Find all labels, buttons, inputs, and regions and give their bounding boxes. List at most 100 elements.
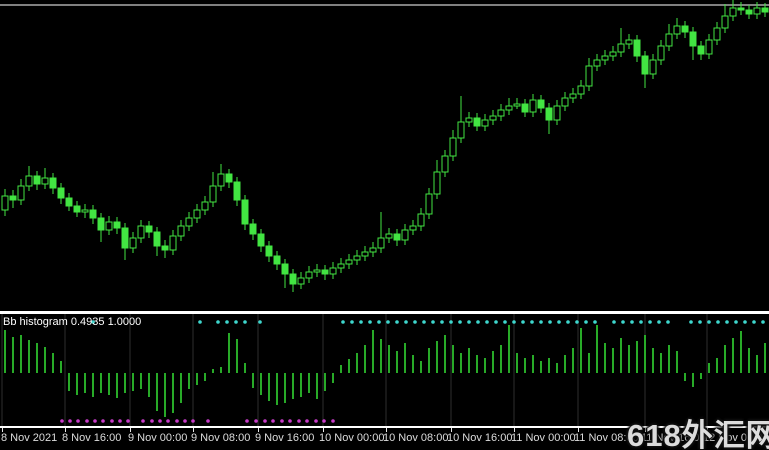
candle xyxy=(177,225,185,237)
candle xyxy=(25,175,33,187)
signal-dot-up xyxy=(621,320,625,324)
candle xyxy=(313,269,321,273)
candle xyxy=(609,51,617,57)
signal-dot-up xyxy=(666,320,670,324)
signal-dot-down xyxy=(297,419,301,423)
candle xyxy=(481,119,489,127)
signal-dot-down xyxy=(191,419,195,423)
candle xyxy=(673,25,681,35)
candle xyxy=(649,59,657,75)
candle xyxy=(729,7,737,17)
candle xyxy=(641,55,649,75)
candle xyxy=(409,225,417,231)
time-axis-label: 9 Nov 00:00 xyxy=(128,432,188,444)
signal-dot-up xyxy=(422,320,426,324)
candle xyxy=(665,33,673,47)
signal-dot-up xyxy=(440,320,444,324)
candle xyxy=(505,105,513,111)
signal-dot-up xyxy=(395,320,399,324)
candle xyxy=(137,225,145,239)
candle xyxy=(513,103,521,107)
candle xyxy=(625,39,633,45)
time-axis-label: 11 Nov 08:00 xyxy=(574,432,639,444)
candle xyxy=(369,247,377,253)
candle xyxy=(561,97,569,107)
time-axis-tick xyxy=(578,428,579,432)
candle xyxy=(129,237,137,249)
signal-dot-down xyxy=(110,419,114,423)
candle xyxy=(1,195,9,211)
signal-dot-down xyxy=(118,419,122,423)
signal-dot-up xyxy=(593,320,597,324)
signal-dot-up xyxy=(725,320,729,324)
candle xyxy=(305,271,313,279)
signal-dot-up xyxy=(648,320,652,324)
candle xyxy=(585,65,593,87)
signal-dot-up xyxy=(530,320,534,324)
candle xyxy=(121,227,129,249)
time-axis-label: 9 Nov 08:00 xyxy=(191,432,251,444)
candle xyxy=(105,221,113,231)
candle xyxy=(153,231,161,247)
time-axis-tick xyxy=(258,428,259,432)
signal-dot-down xyxy=(245,419,249,423)
candle xyxy=(489,115,497,121)
candle xyxy=(473,117,481,127)
candle xyxy=(393,233,401,241)
time-axis-tick xyxy=(645,428,646,432)
signal-dot-up xyxy=(243,320,247,324)
signal-dot-up xyxy=(377,320,381,324)
candle xyxy=(745,9,753,15)
candle xyxy=(113,221,121,229)
signal-dot-down xyxy=(183,419,187,423)
candle xyxy=(753,7,761,15)
signal-dot-up xyxy=(657,320,661,324)
candle xyxy=(209,185,217,203)
time-axis-tick xyxy=(193,428,194,432)
signal-dot-up xyxy=(368,320,372,324)
time-axis[interactable]: 8 Nov 2021 8 Nov 16:00 9 Nov 00:00 9 Nov 08… xyxy=(0,428,769,450)
candle xyxy=(705,39,713,55)
signal-dot-up xyxy=(752,320,756,324)
candle xyxy=(273,255,281,265)
candle xyxy=(337,263,345,269)
candle xyxy=(321,269,329,275)
candle xyxy=(289,273,297,285)
candle xyxy=(241,199,249,225)
time-axis-label: 11 Nov 16:00 xyxy=(641,432,706,444)
signal-dot-up xyxy=(404,320,408,324)
signal-dot-up xyxy=(431,320,435,324)
candle xyxy=(297,277,305,285)
signal-dot-up xyxy=(630,320,634,324)
candle xyxy=(545,107,553,121)
price-chart[interactable] xyxy=(0,0,769,311)
candle xyxy=(617,43,625,53)
time-axis-divider xyxy=(0,426,769,428)
signal-dot-down xyxy=(331,419,335,423)
signal-dot-up xyxy=(734,320,738,324)
candle xyxy=(497,109,505,117)
time-axis-label: 11 Nov 00:00 xyxy=(511,432,576,444)
signal-dot-up xyxy=(467,320,471,324)
signal-dot-up xyxy=(743,320,747,324)
signal-dot-down xyxy=(322,419,326,423)
candle xyxy=(9,195,17,201)
chart-indicator-splitter[interactable] xyxy=(0,311,769,314)
time-axis-tick xyxy=(514,428,515,432)
candle xyxy=(425,193,433,215)
histogram-indicator-panel[interactable] xyxy=(0,314,769,426)
candle xyxy=(33,175,41,185)
candle xyxy=(569,93,577,99)
signal-dot-up xyxy=(566,320,570,324)
signal-dot-down xyxy=(271,419,275,423)
time-axis-tick xyxy=(451,428,452,432)
signal-dot-up xyxy=(716,320,720,324)
candle xyxy=(329,267,337,275)
time-axis-tick xyxy=(707,428,708,432)
time-axis-tick xyxy=(386,428,387,432)
candle xyxy=(353,255,361,261)
candle xyxy=(17,185,25,201)
candle xyxy=(49,177,57,189)
candle xyxy=(361,251,369,257)
signal-dot-down xyxy=(288,419,292,423)
